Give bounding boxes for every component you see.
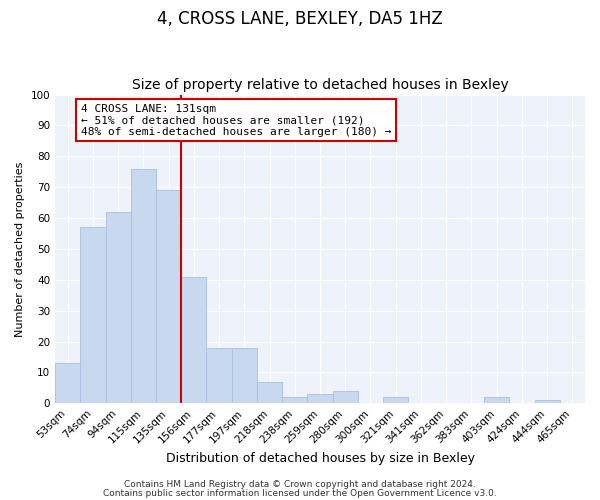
- Bar: [535, 400, 560, 404]
- Y-axis label: Number of detached properties: Number of detached properties: [15, 162, 25, 336]
- Text: 4 CROSS LANE: 131sqm
← 51% of detached houses are smaller (192)
48% of semi-deta: 4 CROSS LANE: 131sqm ← 51% of detached h…: [81, 104, 391, 137]
- Bar: [55, 363, 80, 404]
- Bar: [206, 348, 232, 404]
- Bar: [131, 168, 156, 404]
- Bar: [332, 391, 358, 404]
- Bar: [307, 394, 332, 404]
- Bar: [484, 397, 509, 404]
- Title: Size of property relative to detached houses in Bexley: Size of property relative to detached ho…: [131, 78, 508, 92]
- X-axis label: Distribution of detached houses by size in Bexley: Distribution of detached houses by size …: [166, 452, 475, 465]
- Bar: [257, 382, 282, 404]
- Bar: [383, 397, 409, 404]
- Text: 4, CROSS LANE, BEXLEY, DA5 1HZ: 4, CROSS LANE, BEXLEY, DA5 1HZ: [157, 10, 443, 28]
- Bar: [232, 348, 257, 404]
- Bar: [282, 397, 307, 404]
- Bar: [80, 228, 106, 404]
- Bar: [181, 276, 206, 404]
- Text: Contains public sector information licensed under the Open Government Licence v3: Contains public sector information licen…: [103, 489, 497, 498]
- Text: Contains HM Land Registry data © Crown copyright and database right 2024.: Contains HM Land Registry data © Crown c…: [124, 480, 476, 489]
- Bar: [156, 190, 181, 404]
- Bar: [106, 212, 131, 404]
